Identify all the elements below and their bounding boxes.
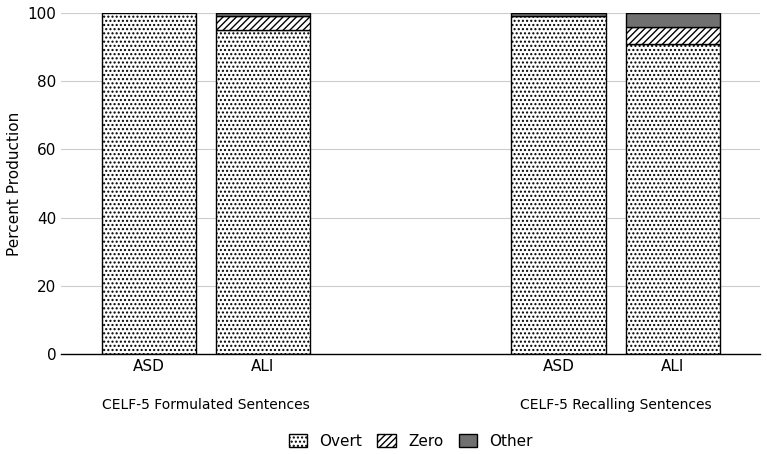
Bar [512, 16, 605, 354]
Bar [216, 30, 310, 354]
Text: CELF-5 Formulated Sentences: CELF-5 Formulated Sentences [102, 399, 310, 413]
Bar [216, 13, 310, 16]
Bar [216, 16, 310, 30]
Text: CELF-5 Recalling Sentences: CELF-5 Recalling Sentences [520, 399, 712, 413]
Legend: Overt, Zero, Other: Overt, Zero, Other [288, 434, 532, 449]
Bar [626, 27, 719, 44]
Y-axis label: Percent Production: Percent Production [7, 111, 22, 256]
Bar [101, 13, 196, 354]
Bar [512, 13, 605, 16]
Bar [626, 44, 719, 354]
Bar [626, 13, 719, 27]
